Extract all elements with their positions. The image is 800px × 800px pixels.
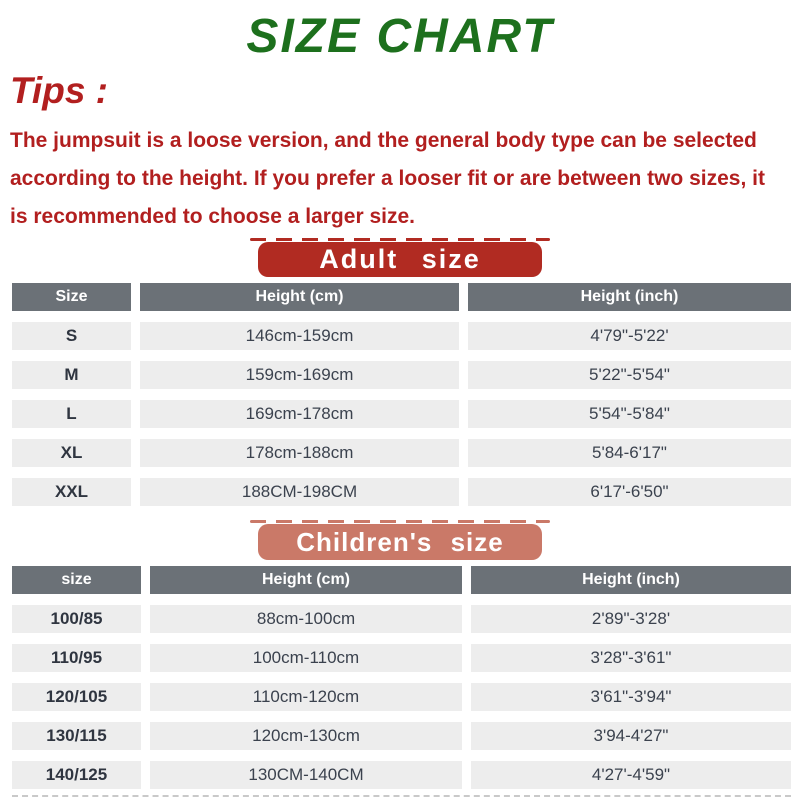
banner-brush-texture xyxy=(250,238,550,241)
height-inch-cell: 3'94-4'27" xyxy=(471,722,791,750)
size-cell: M xyxy=(12,361,131,389)
adult-size-table: Size Height (cm) Height (inch) S 146cm-1… xyxy=(12,283,800,506)
column-header-height-inch: Height (inch) xyxy=(468,283,791,311)
banner-brush-texture xyxy=(250,520,550,523)
tips-paragraph: The jumpsuit is a loose version, and the… xyxy=(10,129,765,228)
column-header-height-cm: Height (cm) xyxy=(150,566,462,594)
bottom-dotted-divider xyxy=(12,795,791,797)
children-size-table: size Height (cm) Height (inch) 100/85 88… xyxy=(12,566,800,789)
height-cm-cell: 159cm-169cm xyxy=(140,361,459,389)
size-cell: L xyxy=(12,400,131,428)
height-inch-cell: 3'28"-3'61" xyxy=(471,644,791,672)
height-cm-cell: 130CM-140CM xyxy=(150,761,462,789)
tips-heading: Tips : xyxy=(10,70,108,111)
column-header-size: size xyxy=(12,566,141,594)
height-inch-cell: 5'54"-5'84" xyxy=(468,400,791,428)
size-cell: XXL xyxy=(12,478,131,506)
height-inch-cell: 5'22"-5'54" xyxy=(468,361,791,389)
height-cm-cell: 188CM-198CM xyxy=(140,478,459,506)
height-cm-cell: 169cm-178cm xyxy=(140,400,459,428)
height-inch-cell: 5'84-6'17" xyxy=(468,439,791,467)
size-cell: 130/115 xyxy=(12,722,141,750)
size-cell: 120/105 xyxy=(12,683,141,711)
size-cell: S xyxy=(12,322,131,350)
height-cm-cell: 120cm-130cm xyxy=(150,722,462,750)
column-header-height-inch: Height (inch) xyxy=(471,566,791,594)
children-size-banner: Children's size xyxy=(258,524,542,560)
column-header-height-cm: Height (cm) xyxy=(140,283,459,311)
size-chart-page: SIZE CHART Tips : The jumpsuit is a loos… xyxy=(0,12,800,800)
height-inch-cell: 2'89"-3'28' xyxy=(471,605,791,633)
height-inch-cell: 4'27'-4'59" xyxy=(471,761,791,789)
height-cm-cell: 88cm-100cm xyxy=(150,605,462,633)
size-cell: 110/95 xyxy=(12,644,141,672)
height-cm-cell: 146cm-159cm xyxy=(140,322,459,350)
height-inch-cell: 4'79"-5'22' xyxy=(468,322,791,350)
column-header-size: Size xyxy=(12,283,131,311)
adult-size-banner: Adult size xyxy=(258,242,542,277)
height-inch-cell: 6'17'-6'50" xyxy=(468,478,791,506)
height-cm-cell: 110cm-120cm xyxy=(150,683,462,711)
height-cm-cell: 100cm-110cm xyxy=(150,644,462,672)
size-cell: 100/85 xyxy=(12,605,141,633)
size-cell: XL xyxy=(12,439,131,467)
height-cm-cell: 178cm-188cm xyxy=(140,439,459,467)
height-inch-cell: 3'61"-3'94" xyxy=(471,683,791,711)
size-cell: 140/125 xyxy=(12,761,141,789)
page-title: SIZE CHART xyxy=(246,10,554,63)
